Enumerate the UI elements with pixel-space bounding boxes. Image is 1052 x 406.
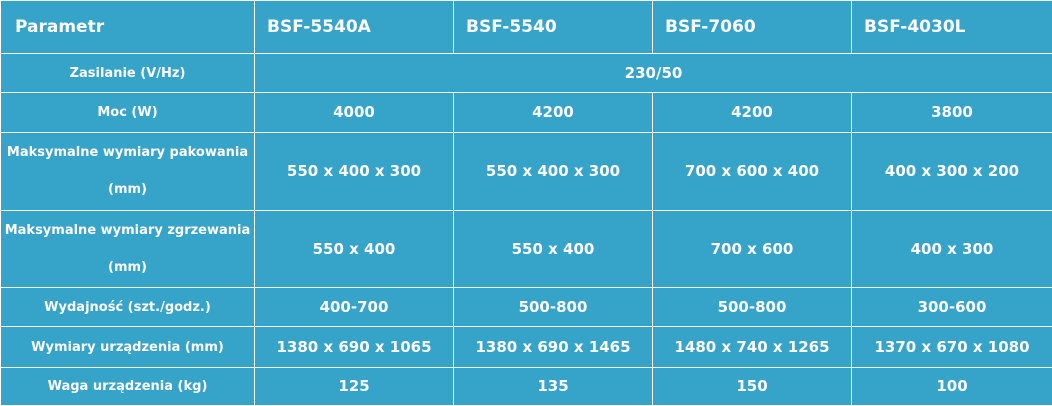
row-label: Wymiary urządzenia (mm) bbox=[0, 326, 255, 368]
header-row: Parametr BSF-5540A BSF-5540 BSF-7060 BSF… bbox=[0, 0, 1052, 55]
merged-value-cell: 230/50 bbox=[254, 53, 1052, 93]
row-label: Waga urządzenia (kg) bbox=[0, 366, 255, 406]
row-label: Maksymalne wymiary pakowania (mm) bbox=[0, 131, 255, 211]
value-cell: 125 bbox=[254, 366, 454, 406]
value-cell: 700 x 600 bbox=[652, 209, 852, 289]
value-cell: 550 x 400 x 300 bbox=[453, 131, 653, 211]
value-cell: 300-600 bbox=[851, 287, 1052, 328]
value-cell: 550 x 400 bbox=[453, 209, 653, 289]
header-model: BSF-5540A bbox=[254, 0, 454, 55]
table-row: Moc (W) 4000 4200 4200 3800 bbox=[0, 91, 1052, 133]
table-row: Maksymalne wymiary zgrzewania (mm) 550 x… bbox=[0, 209, 1052, 289]
value-cell: 500-800 bbox=[453, 287, 653, 328]
row-label: Moc (W) bbox=[0, 91, 255, 133]
value-cell: 550 x 400 x 300 bbox=[254, 131, 454, 211]
value-cell: 1370 x 670 x 1080 bbox=[851, 326, 1052, 368]
table-row: Waga urządzenia (kg) 125 135 150 100 bbox=[0, 366, 1052, 406]
value-cell: 4200 bbox=[652, 91, 852, 133]
header-model: BSF-4030L bbox=[851, 0, 1052, 55]
value-cell: 100 bbox=[851, 366, 1052, 406]
row-label: Wydajność (szt./godz.) bbox=[0, 287, 255, 328]
value-cell: 4000 bbox=[254, 91, 454, 133]
header-parametr: Parametr bbox=[0, 0, 255, 55]
value-cell: 1480 x 740 x 1265 bbox=[652, 326, 852, 368]
table-row: Zasilanie (V/Hz) 230/50 bbox=[0, 53, 1052, 93]
value-cell: 1380 x 690 x 1065 bbox=[254, 326, 454, 368]
value-cell: 550 x 400 bbox=[254, 209, 454, 289]
value-cell: 400 x 300 bbox=[851, 209, 1052, 289]
value-cell: 400-700 bbox=[254, 287, 454, 328]
value-cell: 4200 bbox=[453, 91, 653, 133]
value-cell: 3800 bbox=[851, 91, 1052, 133]
value-cell: 1380 x 690 x 1465 bbox=[453, 326, 653, 368]
header-model: BSF-5540 bbox=[453, 0, 653, 55]
value-cell: 400 x 300 x 200 bbox=[851, 131, 1052, 211]
row-label: Zasilanie (V/Hz) bbox=[0, 53, 255, 93]
value-cell: 500-800 bbox=[652, 287, 852, 328]
value-cell: 150 bbox=[652, 366, 852, 406]
table-row: Wydajność (szt./godz.) 400-700 500-800 5… bbox=[0, 287, 1052, 328]
table-row: Wymiary urządzenia (mm) 1380 x 690 x 106… bbox=[0, 326, 1052, 368]
row-label: Maksymalne wymiary zgrzewania (mm) bbox=[0, 209, 255, 289]
header-model: BSF-7060 bbox=[652, 0, 852, 55]
table-row: Maksymalne wymiary pakowania (mm) 550 x … bbox=[0, 131, 1052, 211]
value-cell: 135 bbox=[453, 366, 653, 406]
value-cell: 700 x 600 x 400 bbox=[652, 131, 852, 211]
